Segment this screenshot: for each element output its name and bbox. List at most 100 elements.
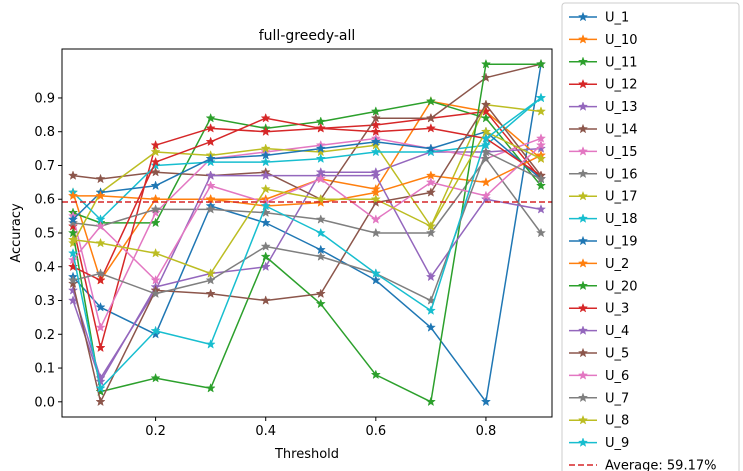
data-point-u-6 <box>205 180 216 191</box>
data-point-u-18 <box>425 146 436 157</box>
data-point-u-9 <box>370 268 381 278</box>
legend-swatch-marker <box>577 101 589 111</box>
plot-frame <box>61 48 553 418</box>
legend-entry-u-12: U_12 <box>569 78 638 93</box>
series-line-u-14 <box>72 63 542 200</box>
data-point-u-4 <box>95 372 106 383</box>
data-point-u-11 <box>535 180 547 191</box>
legend-swatch-marker <box>577 392 589 403</box>
data-point-u-4 <box>425 271 436 282</box>
legend-entry-u-4: U_4 <box>569 324 629 339</box>
y-tick-label: 0.3 <box>34 294 55 309</box>
x-tick-label: 0.4 <box>255 424 276 439</box>
data-point-u-3 <box>260 112 271 123</box>
data-point-u-2 <box>150 193 161 204</box>
legend-entry-u-17: U_17 <box>569 190 638 205</box>
data-point-u-2 <box>95 190 106 201</box>
data-point-u-9 <box>315 227 326 238</box>
y-tick-label: 0.1 <box>34 362 55 377</box>
y-tick-label: 0.6 <box>34 193 55 208</box>
series-line-u-10 <box>72 100 542 282</box>
data-point-u-8 <box>315 193 326 204</box>
series-line-u-12 <box>72 110 542 349</box>
data-point-u-16 <box>370 227 381 238</box>
series-line-u-3 <box>72 117 542 282</box>
series-line-u-11 <box>72 100 542 224</box>
data-point-u-7 <box>67 274 79 285</box>
legend-swatch-marker <box>577 78 589 89</box>
legend-label: Average: 59.17% <box>605 459 716 471</box>
legend-swatch-marker <box>577 34 589 44</box>
legend-entry-u-19: U_19 <box>569 235 638 250</box>
x-tick-label: 0.6 <box>365 424 386 439</box>
data-point-u-16 <box>315 214 326 224</box>
data-point-u-1 <box>480 396 491 407</box>
data-point-u-9 <box>480 133 491 143</box>
data-point-u-5 <box>425 187 436 197</box>
data-point-u-1 <box>150 328 161 339</box>
data-point-u-8 <box>205 268 216 278</box>
legend-entry-u-11: U_11 <box>569 55 638 70</box>
data-point-u-16 <box>480 153 491 164</box>
series-line-u-9 <box>72 97 542 390</box>
data-point-u-8 <box>150 247 161 258</box>
data-point-u-19 <box>260 150 271 160</box>
data-point-u-20 <box>260 251 271 261</box>
series-group <box>62 58 552 407</box>
data-point-u-4 <box>480 193 491 204</box>
legend-label: U_14 <box>605 123 638 138</box>
legend-entry-u-18: U_18 <box>569 212 638 227</box>
legend-entry-u-8: U_8 <box>569 414 629 429</box>
series-line-u-1 <box>72 64 542 403</box>
data-point-u-3 <box>150 156 161 167</box>
data-point-u-1 <box>95 301 106 312</box>
data-point-u-7 <box>205 274 216 285</box>
data-point-u-15 <box>95 322 106 332</box>
data-point-u-3 <box>315 123 326 133</box>
data-point-u-8 <box>95 237 106 248</box>
data-point-u-7 <box>95 268 106 278</box>
y-tick-label: 0.9 <box>34 91 55 106</box>
series-line-u-20 <box>72 63 541 403</box>
series-line-u-17 <box>72 103 542 244</box>
data-point-u-9 <box>260 200 271 211</box>
data-point-u-20 <box>205 382 216 393</box>
data-point-u-20 <box>370 369 381 380</box>
data-point-u-3 <box>370 126 381 137</box>
data-point-u-7 <box>535 173 547 184</box>
data-point-u-6 <box>150 274 161 285</box>
data-point-u-4 <box>67 285 79 295</box>
legend-label: U_2 <box>605 257 629 272</box>
legend-entry-u-14: U_14 <box>569 123 638 138</box>
data-point-u-11 <box>480 112 491 123</box>
legend-entry-u-10: U_10 <box>569 33 638 48</box>
legend-label: U_1 <box>605 11 629 26</box>
legend-swatch-marker <box>577 168 589 179</box>
data-point-u-3 <box>425 123 436 133</box>
data-point-u-9 <box>205 339 216 349</box>
data-point-u-4 <box>260 170 271 180</box>
legend-label: U_13 <box>605 100 638 115</box>
legend-swatch-marker <box>577 347 589 358</box>
legend-swatch-marker <box>577 146 589 156</box>
data-point-u-16 <box>205 204 216 214</box>
legend-swatch-marker <box>577 280 589 291</box>
data-point-u-14 <box>480 72 491 82</box>
data-point-u-18 <box>370 146 381 157</box>
legend-label: U_4 <box>605 324 629 339</box>
data-point-u-15 <box>150 207 161 218</box>
data-point-u-14 <box>370 112 381 123</box>
series-line-u-8 <box>72 130 542 275</box>
data-point-u-18 <box>150 160 161 170</box>
data-point-u-6 <box>95 220 106 231</box>
data-point-u-19 <box>67 214 79 224</box>
data-point-u-8 <box>260 183 271 194</box>
data-point-u-6 <box>480 190 491 201</box>
data-point-u-6 <box>425 177 436 187</box>
legend-swatch-marker <box>577 190 589 201</box>
data-point-u-19 <box>205 153 216 164</box>
legend-swatch-marker <box>577 302 589 313</box>
data-point-u-5 <box>205 288 216 299</box>
legend-label: U_15 <box>605 145 638 160</box>
